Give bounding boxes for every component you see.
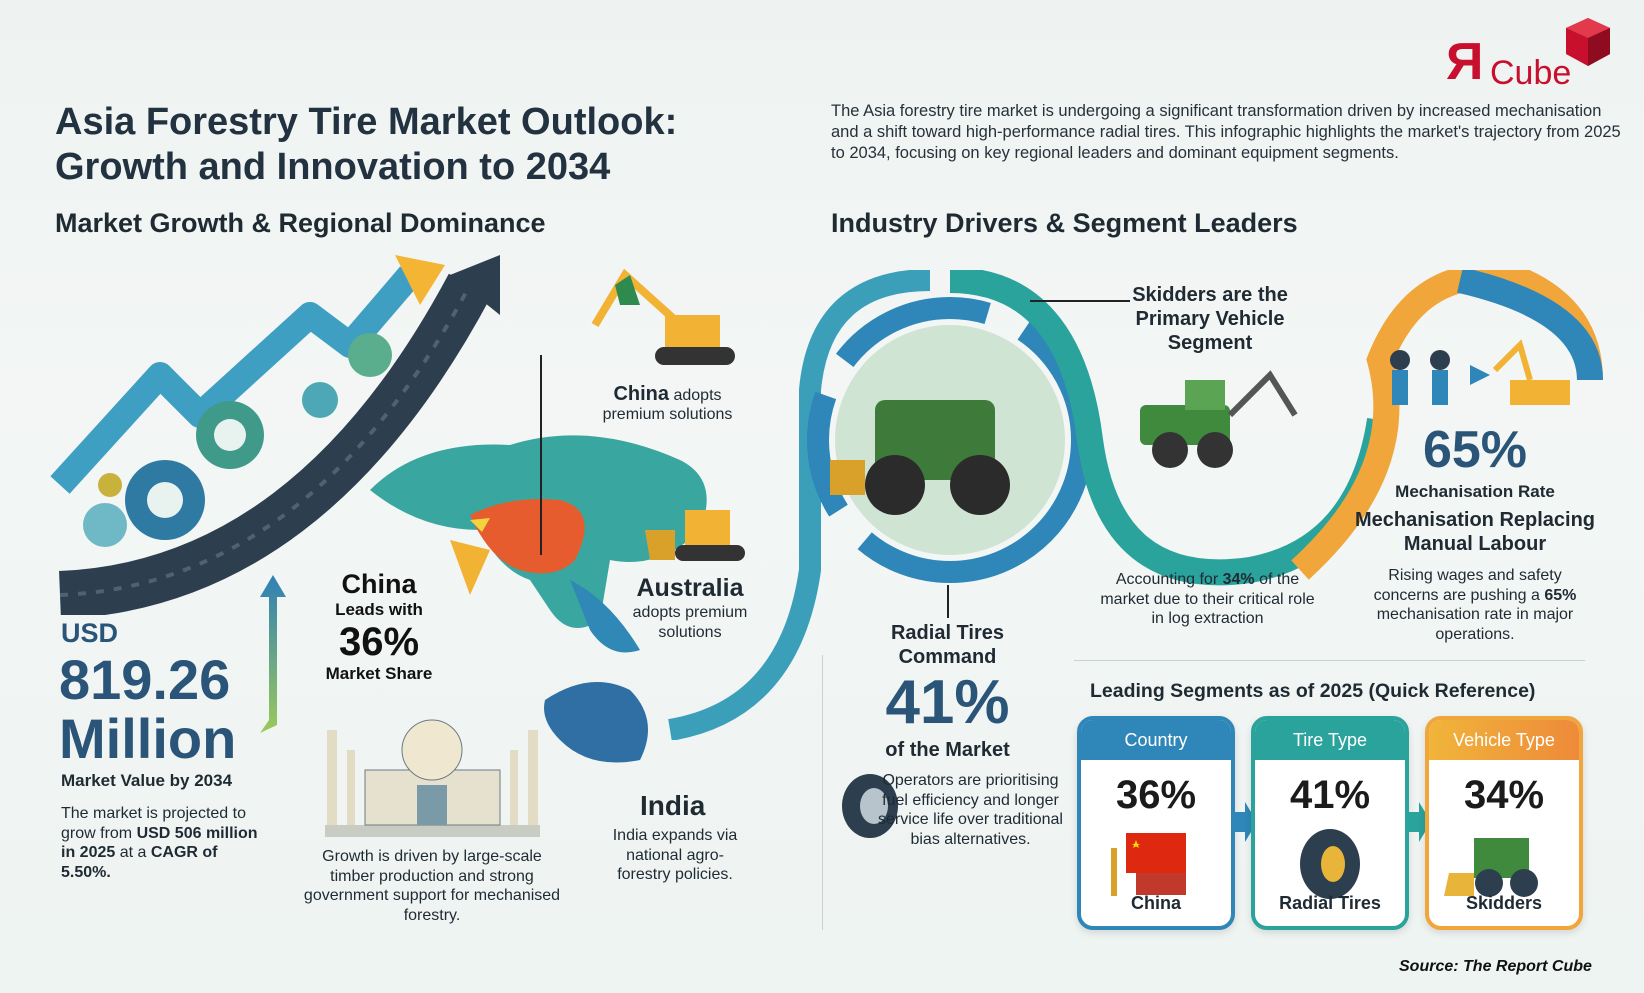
growth-arrow-illustration: [50, 255, 500, 615]
connector-line: [1030, 300, 1130, 302]
china-adopts-callout: China adopts premium solutions: [580, 383, 755, 424]
card-pct: 41%: [1289, 773, 1371, 817]
flow-arcs-illustration: [668, 270, 1603, 740]
china-flag-icon: [1111, 833, 1186, 896]
title-line-2: Growth and Innovation to 2034: [55, 146, 611, 188]
value-amount: 819.26: [59, 648, 231, 711]
segments-heading: Leading Segments as of 2025 (Quick Refer…: [1090, 680, 1536, 702]
card-label: Skidders: [1465, 893, 1543, 913]
divider: [822, 655, 823, 930]
skidders-text-bold: 34%: [1222, 571, 1255, 588]
mechanisation-title: Mechanisation Replacing Manual Labour: [1354, 509, 1596, 555]
connector-line: [540, 355, 542, 555]
china-share-lead: Leads with: [335, 600, 423, 619]
australia-name: Australia: [636, 574, 744, 602]
china-share-callout: China Leads with 36% Market Share: [314, 569, 444, 684]
china-adopts-name: China: [613, 383, 670, 405]
mechanisation-text-2: mechanisation rate in major operations.: [1376, 606, 1574, 643]
china-adopts-rest: adopts: [669, 387, 722, 404]
source-text: Source: The Report Cube: [1399, 958, 1592, 975]
card-pct: 34%: [1463, 773, 1545, 817]
tire-icon: [1300, 829, 1360, 899]
segment-card-country: Country 36% China: [1077, 716, 1235, 930]
bulldozer-icon: [645, 510, 745, 561]
excavator-icon: [591, 268, 735, 365]
connector-line: [947, 585, 949, 618]
taj-mahal-icon: [325, 719, 540, 837]
segment-card-tire-type: Tire Type 41% Radial Tires: [1251, 716, 1409, 930]
logo-cube-icon: [1566, 18, 1610, 66]
page-title: Asia Forestry Tire Market Outlook: Growth…: [55, 100, 677, 190]
tire-icon: [842, 774, 898, 838]
segments-divider: [1074, 660, 1585, 661]
up-arrow-icon: [260, 575, 286, 733]
skidders-text-2: of the market due to their critical role…: [1100, 571, 1315, 627]
card-header: Tire Type: [1255, 720, 1405, 760]
radial-pct: 41%: [885, 668, 1010, 737]
china-adopts-line2: premium solutions: [602, 406, 733, 423]
card-pct: 36%: [1115, 773, 1197, 817]
australia-caption: adopts premium solutions: [632, 604, 748, 641]
india-caption: India expands via national agro-forestry…: [612, 827, 738, 883]
mechanisation-text: Rising wages and safety concerns are pus…: [1365, 566, 1585, 644]
china-share-name: China: [341, 569, 417, 599]
india-name: India: [640, 790, 706, 821]
mechanisation-rate-label: Mechanisation Rate: [1395, 482, 1555, 501]
radial-caption: of the Market: [885, 739, 1010, 761]
skidders-title: Skidders are the Primary Vehicle Segment: [1132, 284, 1288, 354]
right-heading: Industry Drivers & Segment Leaders: [831, 208, 1298, 238]
australia-callout: Australia adopts premium solutions: [610, 574, 770, 642]
card-label: China: [1130, 893, 1181, 913]
skidders-text-1: Accounting for: [1115, 571, 1223, 588]
logo-letter: Я: [1446, 33, 1484, 91]
projection-text: The market is projected to grow from USD…: [61, 804, 261, 882]
projection-bold-1: USD 506 million in 2025: [61, 824, 258, 862]
logo: Я Cube: [1446, 14, 1616, 94]
radial-text: Operators are prioritising fuel efficien…: [878, 772, 1063, 848]
title-line-1: Asia Forestry Tire Market Outlook:: [55, 101, 678, 143]
projection-bold-2: CAGR of 5.50%.: [61, 844, 218, 881]
segment-card-vehicle-type: Vehicle Type 34% Skidders: [1425, 716, 1583, 930]
card-header: Vehicle Type: [1429, 720, 1579, 760]
mechanisation-text-1: Rising wages and safety concerns are pus…: [1373, 567, 1562, 604]
skidders-text: Accounting for 34% of the market due to …: [1100, 570, 1315, 629]
china-share-pct: 36%: [338, 620, 420, 664]
projection-text-2: at a: [115, 844, 151, 861]
growth-drivers-text: Growth is driven by large-scale timber p…: [303, 848, 561, 924]
skidder-icon: [1444, 838, 1538, 897]
value-currency: USD: [61, 618, 119, 648]
mechanisation-pct: 65%: [1422, 421, 1528, 479]
left-heading: Market Growth & Regional Dominance: [55, 208, 546, 238]
projection-text-1: The market is projected to grow from: [61, 805, 246, 842]
mechanisation-icon: [1390, 339, 1570, 405]
china-share-caption: Market Share: [325, 664, 433, 683]
card-header: Country: [1081, 720, 1231, 760]
card-label: Radial Tires: [1279, 893, 1381, 913]
logo-word: Cube: [1490, 54, 1572, 92]
skidder-icon: [1140, 370, 1298, 468]
value-unit: Million: [59, 707, 237, 770]
value-caption: Market Value by 2034: [61, 771, 233, 790]
intro-text: The Asia forestry tire market is undergo…: [831, 102, 1621, 162]
mechanisation-text-bold: 65%: [1544, 586, 1577, 604]
radial-title: Radial Tires Command: [890, 622, 1005, 668]
asia-map-illustration: [370, 435, 707, 763]
